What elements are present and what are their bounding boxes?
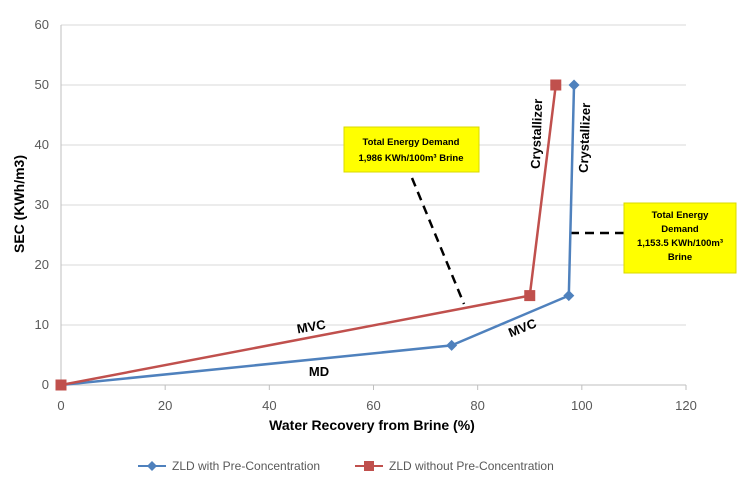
series-line-1 — [60, 84, 576, 387]
x-tick-label: 40 — [262, 398, 276, 413]
legend-label-without-preconcentration: ZLD without Pre-Concentration — [389, 459, 554, 473]
annotation-md: MD — [309, 364, 329, 379]
callout-blue-line-2: Demand — [661, 224, 699, 235]
legend-item-without-preconcentration: ZLD without Pre-Concentration — [355, 459, 554, 473]
legend: ZLD with Pre-Concentration ZLD without P… — [138, 459, 554, 473]
x-tick-label: 80 — [470, 398, 484, 413]
callout-leader-red — [410, 177, 466, 305]
callout-blue-line-4: Brine — [668, 252, 692, 263]
callout-box-blue: Total Energy Demand 1,153.5 KWh/100m³ Br… — [623, 202, 737, 274]
x-tick-label: 0 — [57, 398, 64, 413]
legend-diamond-marker — [147, 461, 157, 471]
legend-square-marker — [364, 461, 374, 471]
callout-red-line-1: Total Energy Demand — [363, 137, 460, 148]
callout-blue-line-1: Total Energy — [652, 210, 710, 221]
x-tick-label: 120 — [675, 398, 697, 413]
annotation-crystallizer-red: Crystallizer — [528, 99, 545, 170]
y-axis-title: SEC (KWh/m3) — [11, 155, 27, 253]
callout-blue-line-3: 1,153.5 KWh/100m³ — [637, 238, 723, 249]
x-tick-label: 100 — [571, 398, 593, 413]
data-point-diamond — [568, 79, 580, 91]
y-tick-label: 60 — [35, 17, 49, 32]
data-point-diamond — [563, 290, 575, 302]
y-tick-label: 0 — [42, 377, 49, 392]
data-point-square — [55, 379, 67, 391]
legend-item-with-preconcentration: ZLD with Pre-Concentration — [138, 459, 320, 473]
callout-box-red: Total Energy Demand 1,986 KWh/100m³ Brin… — [343, 126, 480, 173]
y-tick-label: 10 — [35, 317, 49, 332]
y-tick-labels: 0 10 20 30 40 50 60 — [35, 17, 49, 392]
data-point-diamond — [446, 339, 458, 351]
y-tick-label: 20 — [35, 257, 49, 272]
x-axis-title: Water Recovery from Brine (%) — [269, 417, 475, 433]
y-tick-label: 50 — [35, 77, 49, 92]
x-tick-label: 60 — [366, 398, 380, 413]
annotation-crystallizer-blue: Crystallizer — [576, 103, 593, 174]
x-tick-labels: 0 20 40 60 80 100 120 — [57, 398, 696, 413]
x-tick-label: 20 — [158, 398, 172, 413]
series-group — [55, 79, 580, 391]
annotation-mvc-upper: MVC — [296, 317, 328, 337]
legend-label-with-preconcentration: ZLD with Pre-Concentration — [172, 459, 320, 473]
y-tick-label: 40 — [35, 137, 49, 152]
callout-red-line-2: 1,986 KWh/100m³ Brine — [358, 153, 463, 164]
data-point-square — [524, 290, 536, 302]
y-tick-label: 30 — [35, 197, 49, 212]
data-point-square — [550, 79, 562, 91]
